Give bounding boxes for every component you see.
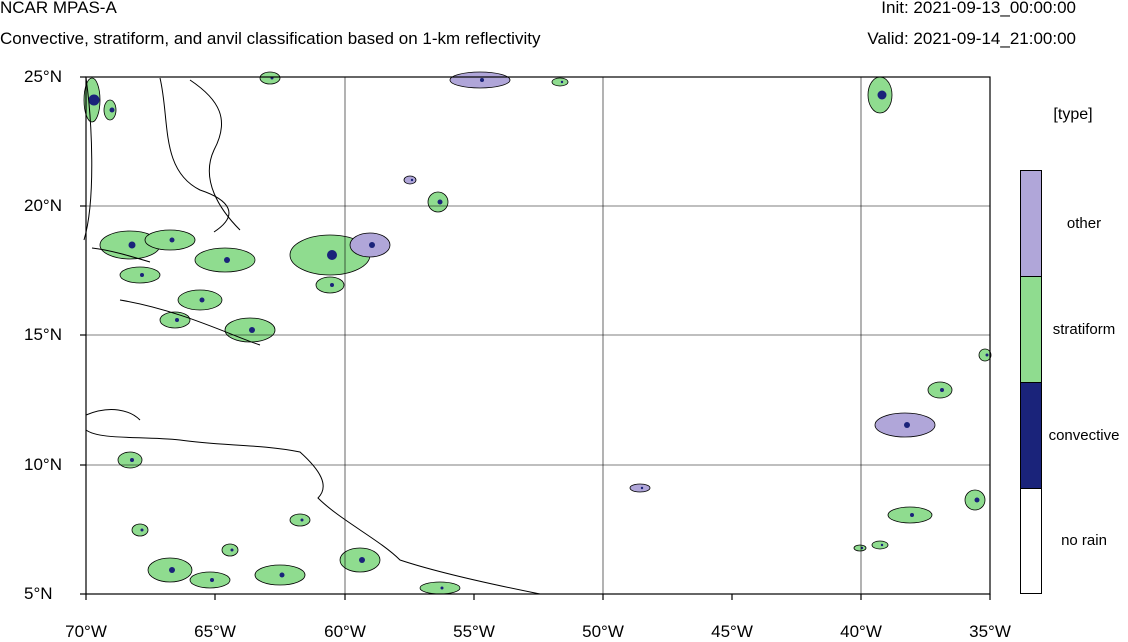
lon-tick-label: 40°W — [840, 622, 882, 641]
precip-field — [83, 71, 992, 595]
legend-label-convective: convective — [1048, 427, 1120, 444]
legend-title: [type] — [1053, 106, 1093, 123]
convective-cell — [140, 273, 144, 277]
lat-lon-grid — [86, 77, 990, 594]
lon-tick-label: 65°W — [194, 622, 236, 641]
convective-cell — [140, 528, 144, 532]
convective-cell — [904, 422, 910, 428]
lon-tick-label: 55°W — [453, 622, 495, 641]
convective-cell — [940, 388, 944, 392]
convective-cell — [640, 486, 644, 490]
convective-cell — [169, 567, 175, 573]
convective-cell — [437, 199, 443, 205]
lon-tick-label: 60°W — [324, 622, 366, 641]
convective-cell — [300, 518, 304, 522]
convective-cell — [410, 178, 414, 182]
plot-subtitle: Convective, stratiform, and anvil classi… — [0, 29, 541, 48]
lon-tick-label: 45°W — [711, 622, 753, 641]
precip-patch — [978, 348, 992, 362]
lat-tick-label: 20°N — [24, 196, 62, 215]
lon-tick-label: 35°W — [969, 622, 1011, 641]
convective-cell — [860, 546, 864, 550]
convective-cell — [369, 242, 375, 248]
convective-cell — [974, 497, 980, 503]
convective-cell — [88, 94, 100, 106]
convective-cell — [128, 241, 136, 249]
precip-patch — [403, 175, 417, 185]
lon-tick-label: 50°W — [582, 622, 624, 641]
precip-patch — [629, 483, 651, 493]
lon-tick-label: 70°W — [65, 622, 107, 641]
precip-patch — [289, 513, 311, 527]
convective-cell — [210, 578, 214, 582]
convective-cell — [249, 327, 255, 333]
convective-cell — [109, 107, 115, 113]
convective-cell — [359, 557, 365, 563]
precip-patch — [419, 581, 461, 595]
convective-cell — [560, 80, 564, 84]
precip-patch — [259, 71, 281, 85]
precip-patch — [853, 544, 867, 552]
convective-cell — [224, 257, 230, 263]
lat-tick-label: 15°N — [24, 325, 62, 344]
convective-cell — [985, 353, 989, 357]
convective-cell — [480, 78, 484, 82]
convective-cell — [130, 458, 134, 462]
convective-cell — [175, 318, 179, 322]
plot-title: NCAR MPAS-A — [0, 0, 117, 17]
convective-cell — [440, 586, 444, 590]
precip-patch — [131, 523, 149, 537]
convective-cell — [199, 297, 205, 303]
coastlines — [83, 77, 541, 595]
init-time: Init: 2021-09-13_00:00:00 — [881, 0, 1076, 17]
precip-patch — [551, 77, 569, 87]
convective-cell — [880, 543, 884, 547]
legend-label-no-rain: no rain — [1061, 532, 1107, 549]
convective-cell — [230, 548, 234, 552]
valid-time: Valid: 2021-09-14_21:00:00 — [867, 29, 1076, 48]
convective-cell — [330, 283, 334, 287]
convective-cell — [169, 237, 175, 243]
legend-swatch-stratiform — [1020, 276, 1042, 383]
precip-patch — [871, 540, 889, 550]
legend-swatch-other — [1020, 170, 1042, 277]
lat-tick-label: 5°N — [24, 584, 53, 603]
convective-cell — [877, 90, 887, 100]
legend-swatch-convective — [1020, 382, 1042, 489]
convective-cell — [327, 250, 337, 260]
convective-cell — [910, 513, 914, 517]
convective-cell — [279, 572, 285, 578]
tick-marks — [80, 76, 991, 600]
lat-tick-label: 10°N — [24, 455, 62, 474]
legend-label-other: other — [1066, 215, 1102, 232]
map-frame — [85, 76, 991, 595]
legend-swatch-no-rain — [1020, 488, 1042, 594]
lat-tick-label: 25°N — [24, 67, 62, 86]
precip-patch — [221, 543, 239, 557]
legend-label-stratiform: stratiform — [1052, 321, 1116, 338]
